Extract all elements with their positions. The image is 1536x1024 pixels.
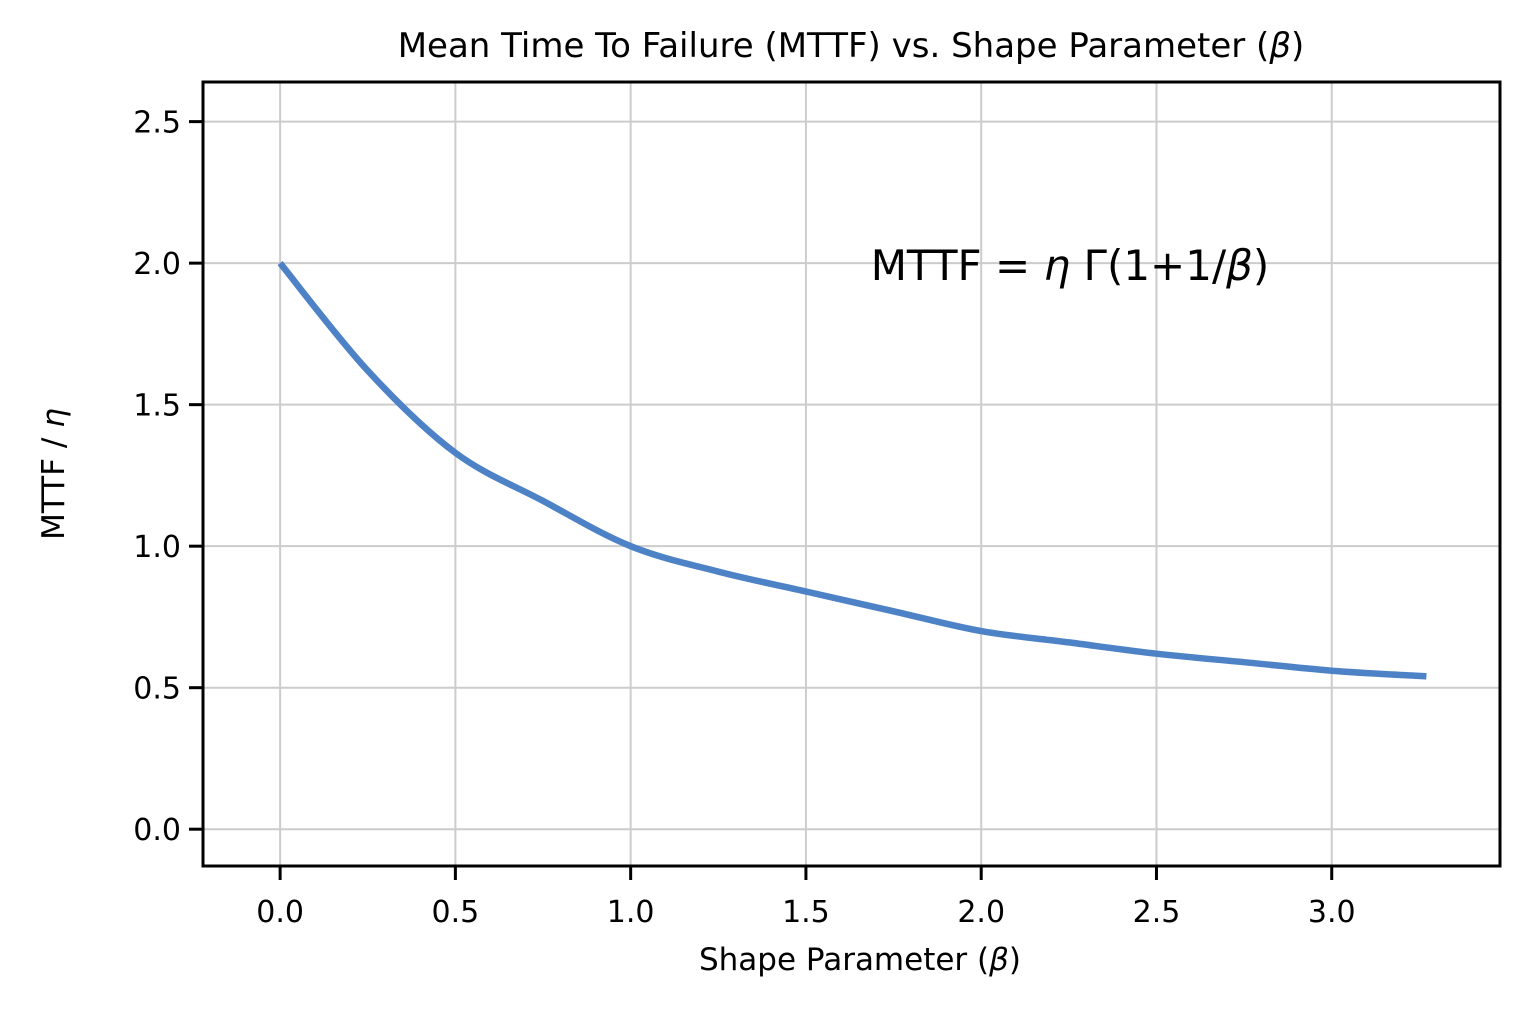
gridlines <box>203 82 1500 866</box>
chart-title: Mean Time To Failure (MTTF) vs. Shape Pa… <box>398 26 1305 66</box>
y-tick-label: 1.5 <box>133 389 181 424</box>
mttf-curve <box>277 261 1427 680</box>
x-tick-label: 1.5 <box>782 895 830 930</box>
x-tick-label: 3.0 <box>1308 895 1356 930</box>
y-tick-label: 0.0 <box>133 813 181 848</box>
tick-marks <box>189 120 1334 880</box>
x-tick-label: 0.5 <box>432 895 480 930</box>
y-tick-label: 1.0 <box>133 530 181 565</box>
formula-annotation: MTTF = η Γ(1+1/β) <box>871 241 1270 290</box>
y-tick-label: 2.0 <box>133 247 181 282</box>
x-tick-label: 2.5 <box>1133 895 1181 930</box>
x-tick-label: 1.0 <box>607 895 655 930</box>
y-axis-label: MTTF / η <box>36 408 72 540</box>
x-axis-label: Shape Parameter (β) <box>699 942 1021 978</box>
x-tick-label: 0.0 <box>256 895 304 930</box>
y-tick-label: 2.5 <box>133 106 181 141</box>
y-tick-labels: 0.0 0.5 1.0 1.5 2.0 2.5 <box>133 106 181 849</box>
x-tick-label: 2.0 <box>957 895 1005 930</box>
y-tick-label: 0.5 <box>133 672 181 707</box>
plot-border <box>201 80 1502 868</box>
x-tick-labels: 0.0 0.5 1.0 1.5 2.0 2.5 3.0 <box>256 895 1355 930</box>
